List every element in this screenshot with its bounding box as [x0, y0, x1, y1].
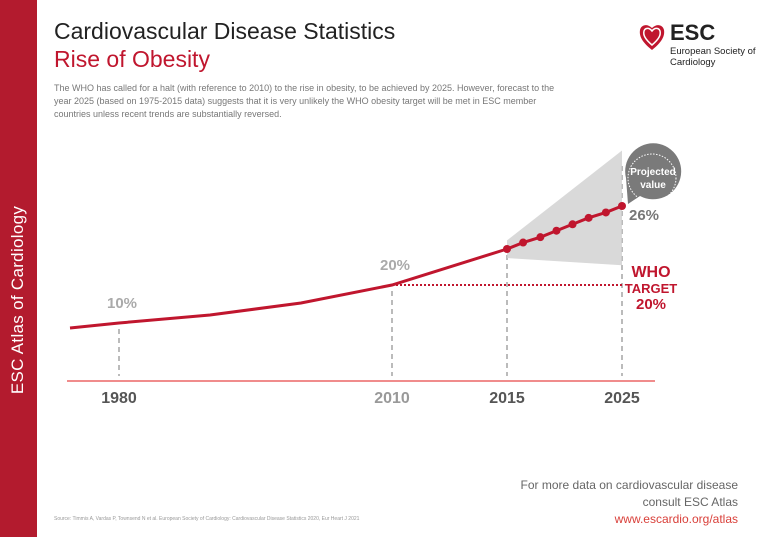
historical-line	[69, 247, 508, 330]
more-line1: For more data on cardiovascular disease	[520, 478, 738, 492]
atlas-link[interactable]: www.escardio.org/atlas	[614, 512, 738, 526]
x-tick-label: 2010	[374, 390, 410, 407]
page-subtitle: Rise of Obesity	[54, 46, 210, 72]
logo-org: European Society of Cardiology	[670, 46, 756, 68]
callout-line2: value	[640, 180, 666, 191]
heart-icon	[639, 25, 665, 50]
projection-point	[601, 208, 610, 217]
sidebar: ESC Atlas of Cardiology	[0, 0, 37, 537]
callout-line1: Projected	[630, 167, 676, 178]
data-label: 10%	[107, 295, 137, 312]
esc-logo: ESC European Society of Cardiology	[638, 20, 756, 68]
data-label: 20%	[380, 257, 410, 274]
projection-point	[618, 202, 626, 210]
more-line2: consult ESC Atlas	[642, 495, 738, 509]
target-line2: TARGET	[625, 281, 678, 296]
projection-point	[568, 220, 577, 229]
projection-point	[536, 233, 545, 242]
target-line1: WHO	[631, 264, 670, 281]
projection-point	[503, 245, 511, 253]
target-line3: 20%	[636, 296, 666, 313]
page-title: Cardiovascular Disease Statistics	[54, 18, 396, 44]
projection-point	[552, 226, 561, 235]
projection-point	[584, 213, 593, 222]
more-info: For more data on cardiovascular disease …	[521, 477, 738, 528]
projection-point	[519, 238, 528, 247]
data-label: 26%	[629, 207, 659, 224]
projection-band	[507, 150, 622, 266]
logo-name: ESC	[670, 20, 716, 45]
description: The WHO has called for a halt (with refe…	[54, 83, 555, 119]
source-citation: Source: Timmis A, Vardas P, Townsend N e…	[54, 516, 360, 522]
x-tick-label: 2025	[604, 390, 640, 407]
x-tick-label: 2015	[489, 390, 525, 407]
projected-callout: Projected value	[625, 143, 682, 204]
x-tick-label: 1980	[101, 390, 137, 407]
